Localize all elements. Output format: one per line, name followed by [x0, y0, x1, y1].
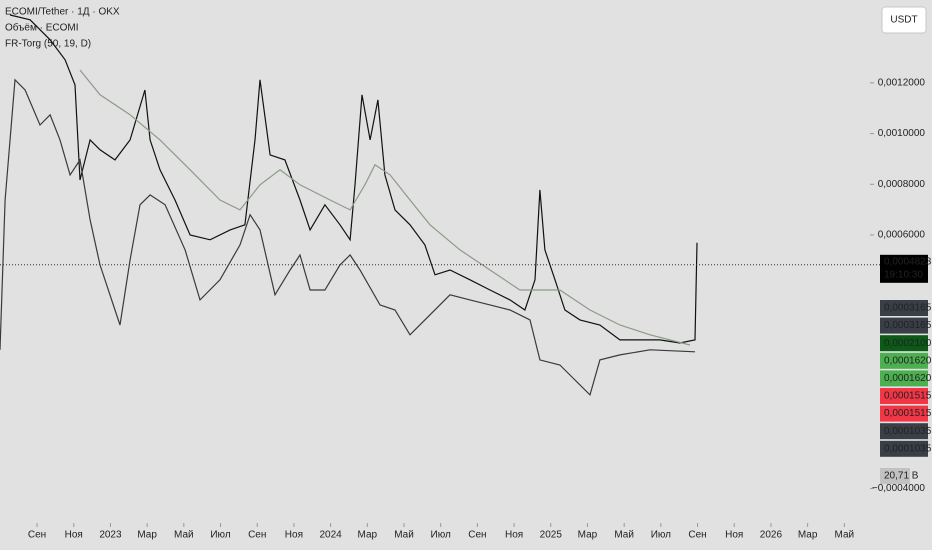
- x-tick-label: Мар: [798, 530, 818, 541]
- volume-badge-label: 20,71 B: [884, 471, 919, 482]
- x-tick-label: Июл: [431, 530, 451, 541]
- price-line: [0, 78, 696, 397]
- x-tick-label: Сен: [248, 530, 266, 541]
- x-tick-label: Мар: [137, 530, 157, 541]
- legend-entry: Объём · ECOMI: [5, 22, 79, 34]
- x-tick-label: 2024: [319, 530, 342, 541]
- x-tick-label: Мар: [358, 530, 378, 541]
- x-tick-label: Июл: [651, 530, 671, 541]
- y-tick-label: 0,0010000: [878, 128, 926, 139]
- price-badge-label: 0,0001515: [884, 391, 932, 402]
- x-tick-label: Май: [394, 530, 414, 541]
- price-badge-label: 0,0003165: [884, 303, 932, 314]
- price-badge: [880, 300, 928, 316]
- x-tick-label: Июл: [210, 530, 230, 541]
- x-tick-label: Сен: [468, 530, 486, 541]
- price-badge: [880, 388, 928, 404]
- legend-entry: FR-Torg (50, 19, D): [5, 39, 91, 50]
- price-badge: [880, 423, 928, 440]
- price-line: [79, 69, 691, 346]
- currency-label: USDT: [890, 15, 917, 26]
- x-tick-label: Май: [174, 530, 194, 541]
- x-tick-label: Ноя: [725, 530, 743, 541]
- x-tick-label: Ноя: [505, 530, 523, 541]
- price-badge-label: 0,0001620: [884, 355, 932, 366]
- price-badge-label: 0,0001620: [884, 373, 932, 384]
- price-badge: [880, 317, 928, 334]
- y-tick-label: 0,0012000: [878, 78, 926, 89]
- price-badge-label: 0,0001515: [884, 408, 932, 419]
- x-tick-label: Ноя: [285, 530, 303, 541]
- legend-entry: ECOMI/Tether · 1Д · OKX: [5, 7, 120, 18]
- volume-badge: [880, 468, 910, 484]
- x-tick-label: 2026: [760, 530, 783, 541]
- x-tick-label: 2025: [540, 530, 563, 541]
- y-tick-label: 0,0008000: [878, 179, 926, 190]
- x-tick-label: 2023: [99, 530, 122, 541]
- currency-button[interactable]: [881, 6, 927, 34]
- x-tick-label: Май: [614, 530, 634, 541]
- price-badge: [880, 352, 928, 369]
- price-badge-label: 0,0002100: [884, 338, 932, 349]
- y-tick-label: 0,0006000: [878, 230, 926, 241]
- y-tick-label: −0,0004000: [872, 483, 926, 494]
- current-price-time: 19:10:30: [884, 269, 923, 280]
- price-badge-label: 0,0001035: [884, 426, 932, 437]
- x-tick-label: Мар: [578, 530, 598, 541]
- price-badge-label: 0,0001035: [884, 443, 932, 454]
- x-tick-label: Ноя: [65, 530, 83, 541]
- x-tick-label: Сен: [688, 530, 706, 541]
- price-badge: [880, 405, 928, 422]
- current-price-badge: [880, 254, 928, 283]
- price-badge: [880, 370, 928, 387]
- price-badge: [880, 335, 928, 352]
- price-badge: [880, 440, 928, 457]
- x-tick-label: Май: [835, 530, 855, 541]
- price-badge-label: 0,0003165: [884, 320, 932, 331]
- x-tick-label: Сен: [28, 530, 46, 541]
- current-price-label: 0,0004823: [884, 256, 932, 267]
- price-line: [9, 14, 698, 344]
